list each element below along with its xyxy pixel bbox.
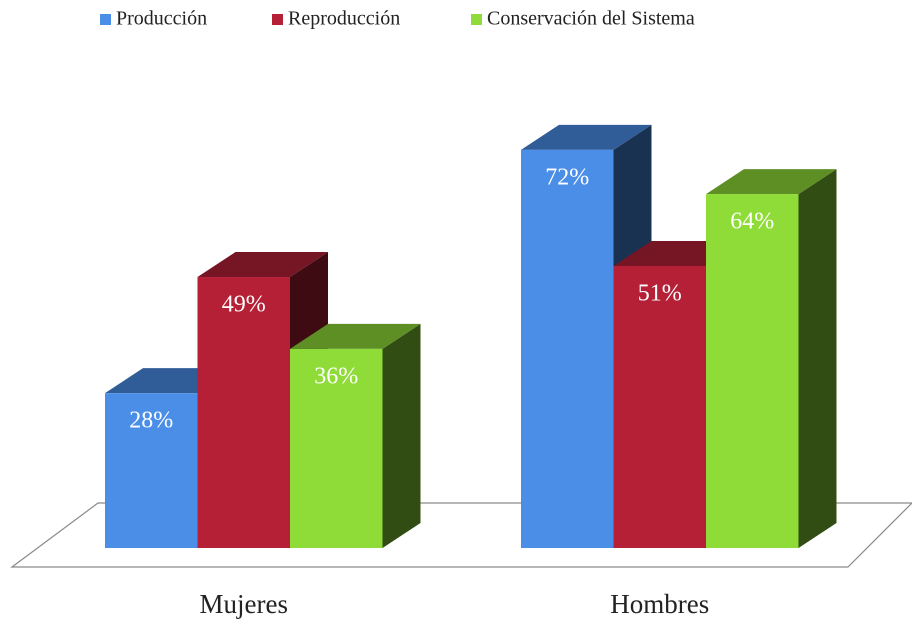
legend-swatch	[272, 14, 283, 25]
bar	[105, 393, 198, 548]
legend-swatch	[100, 14, 111, 25]
bar	[706, 194, 799, 548]
bar	[521, 149, 614, 548]
bar	[197, 277, 290, 548]
value-label: 64%	[730, 209, 774, 235]
bar-top	[197, 252, 328, 278]
value-label: 51%	[638, 280, 682, 306]
bar-top	[706, 169, 837, 195]
bar-side	[798, 169, 837, 548]
value-label: 49%	[222, 292, 266, 318]
legend-label: Producción	[116, 8, 207, 30]
bar-top	[521, 124, 652, 150]
legend-label: Reproducción	[288, 8, 400, 30]
bar	[613, 265, 706, 548]
value-label: 72%	[545, 164, 589, 190]
legend-label: Conservación del Sistema	[487, 8, 695, 30]
value-label: 36%	[314, 363, 358, 389]
bar	[290, 348, 383, 548]
x-tick-label: Mujeres	[200, 589, 288, 619]
x-tick-label: Hombres	[610, 589, 709, 619]
bar-side	[382, 323, 421, 548]
value-label: 28%	[129, 408, 173, 434]
legend-swatch	[471, 14, 482, 25]
bar-top	[290, 323, 421, 349]
